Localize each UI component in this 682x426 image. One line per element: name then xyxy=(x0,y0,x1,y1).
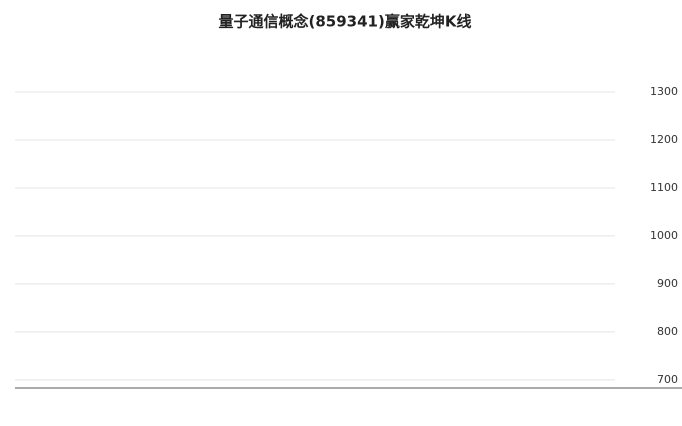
y-tick-label: 700 xyxy=(657,373,678,386)
y-tick-label: 800 xyxy=(657,325,678,338)
y-tick-label: 1000 xyxy=(650,229,678,242)
y-tick-label: 1300 xyxy=(650,85,678,98)
y-tick-label: 900 xyxy=(657,277,678,290)
chart-title: 量子通信概念(859341)赢家乾坤K线 xyxy=(219,13,472,31)
y-tick-label: 1100 xyxy=(650,181,678,194)
y-tick-label: 1200 xyxy=(650,133,678,146)
